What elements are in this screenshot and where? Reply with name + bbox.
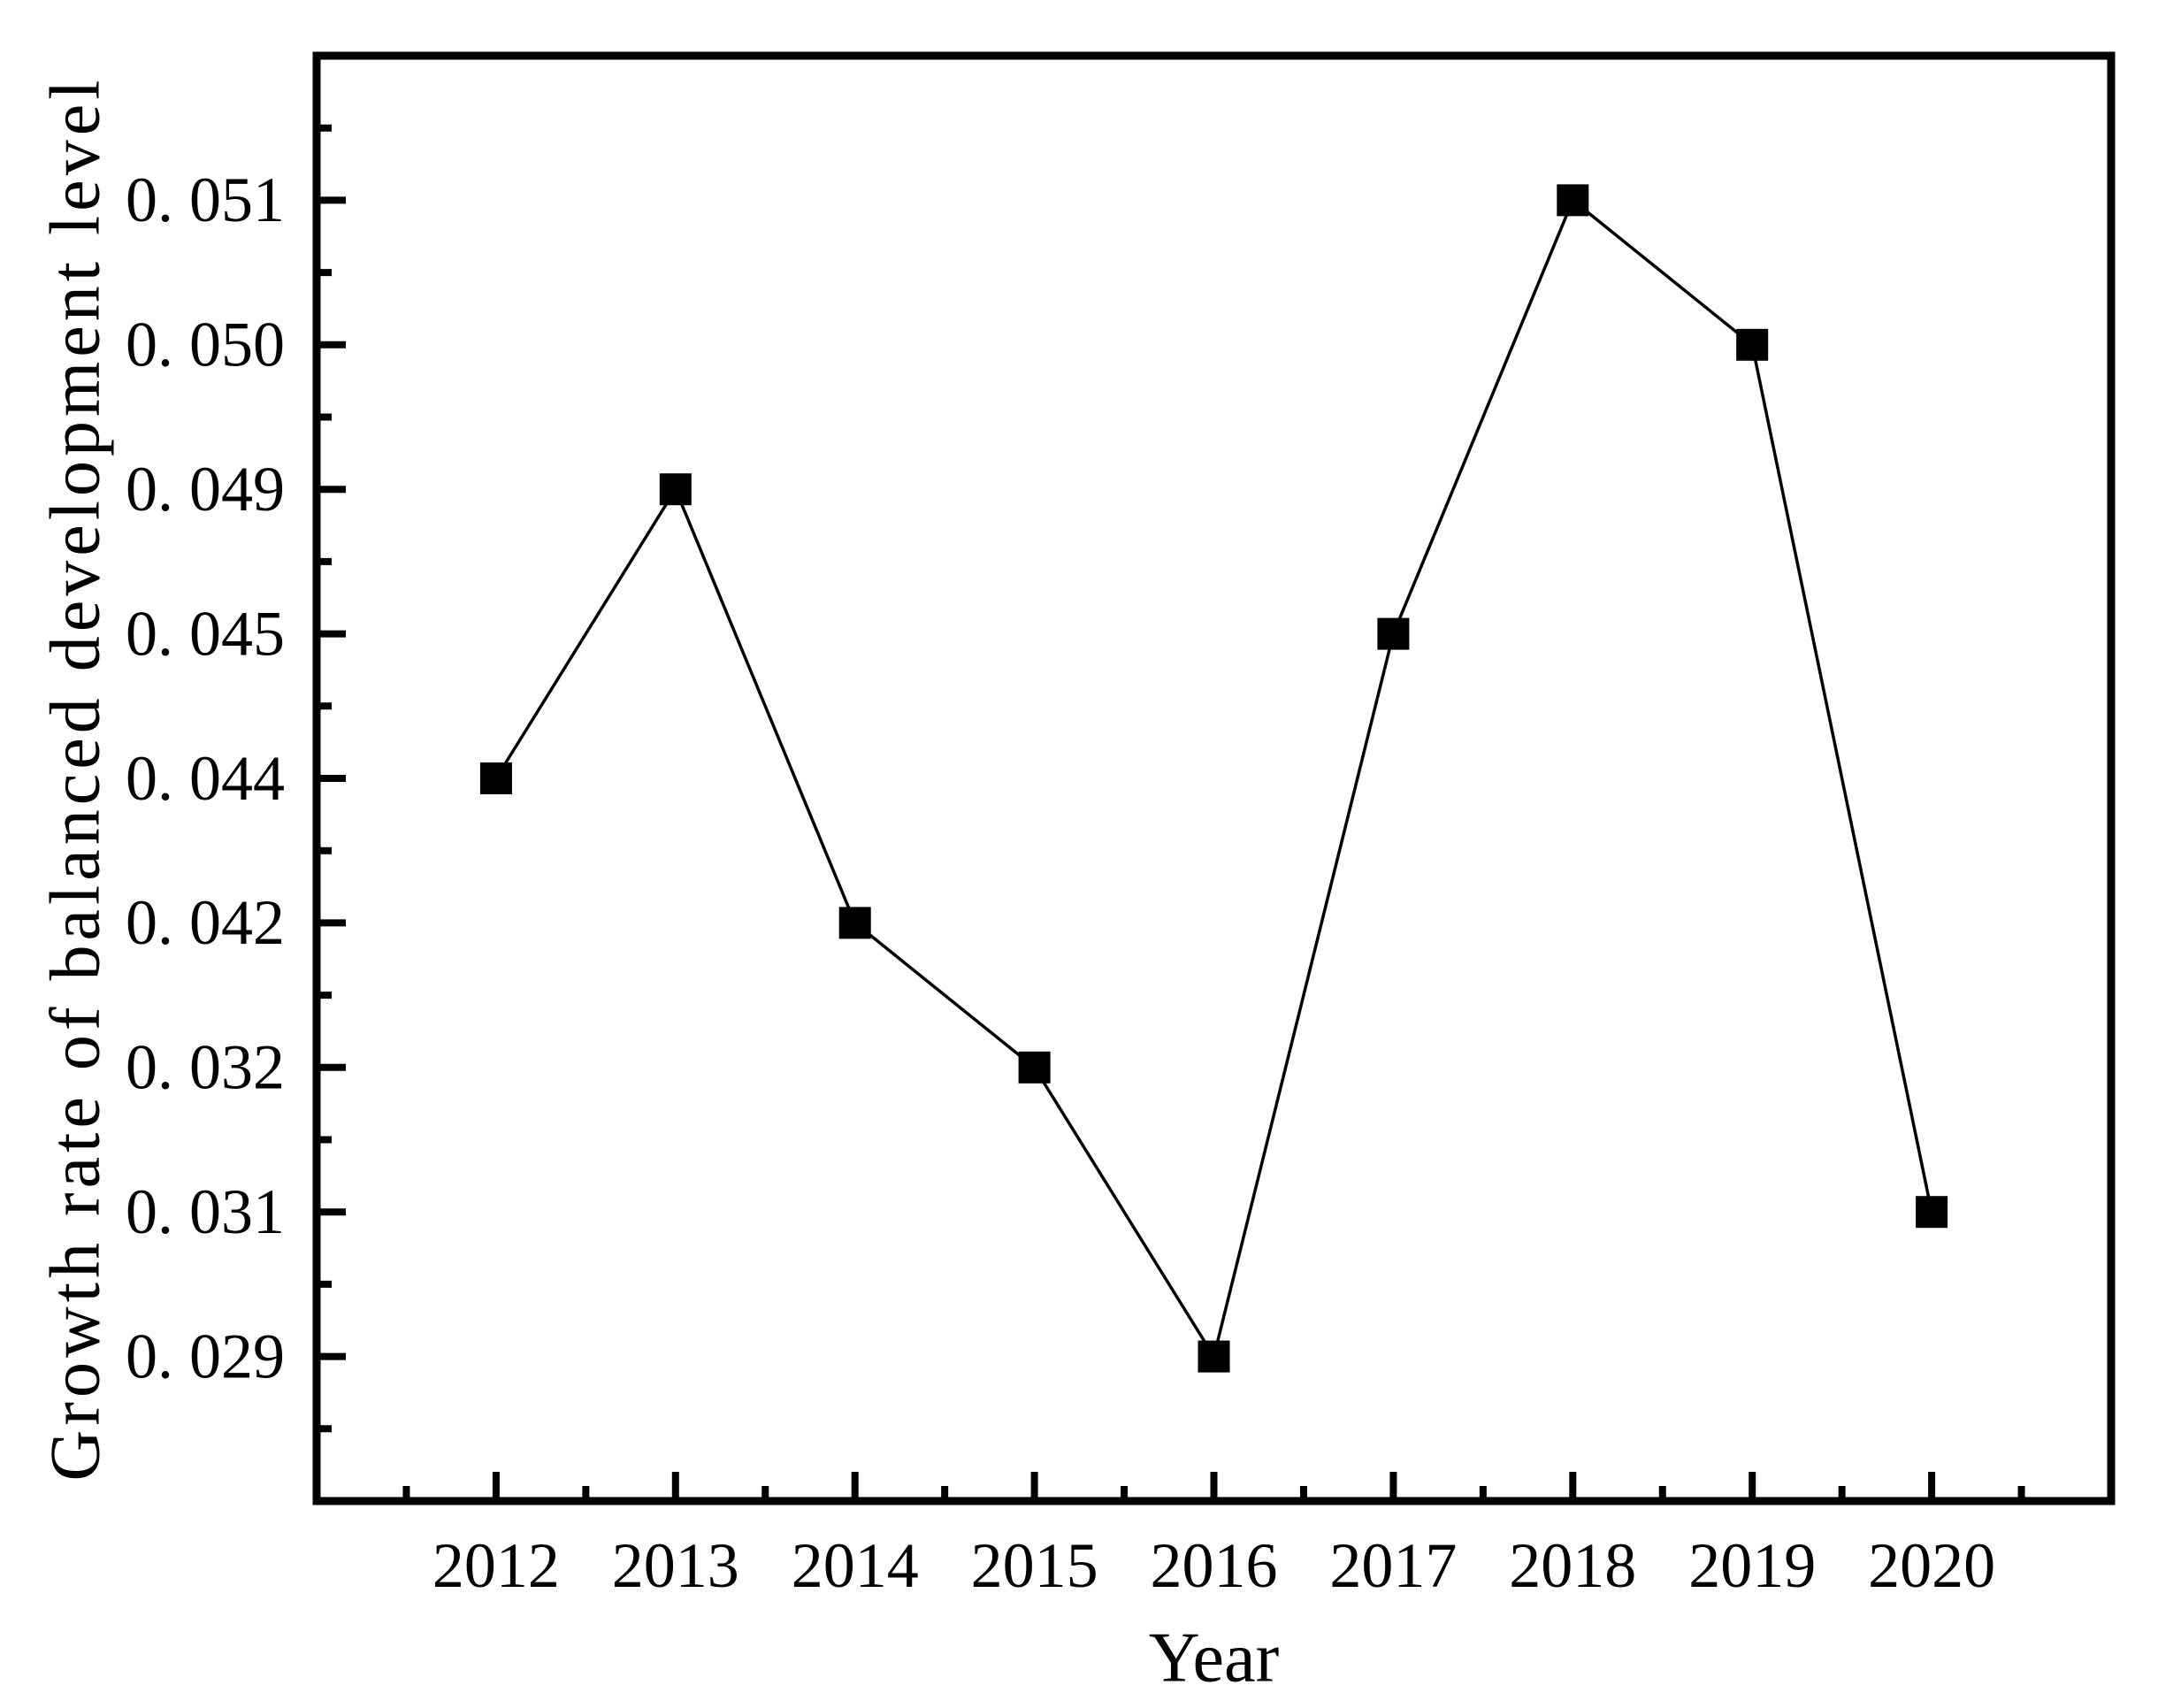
y-tick-label: 0. 051: [126, 165, 285, 235]
y-tick-label: 0. 029: [126, 1321, 285, 1391]
y-tick-label: 0. 031: [126, 1176, 285, 1247]
x-tick-label: 2013: [612, 1530, 739, 1601]
y-tick-label: 0. 050: [126, 310, 285, 380]
x-tick-label: 2014: [792, 1530, 919, 1601]
y-tick-label: 0. 042: [126, 887, 285, 958]
x-tick-label: 2017: [1329, 1530, 1457, 1601]
y-axis-title: Growth rate of balanced development leve…: [36, 76, 114, 1482]
x-tick-label: 2019: [1688, 1530, 1816, 1601]
data-point-marker: [1198, 1340, 1230, 1373]
data-point-marker: [838, 907, 871, 939]
data-line: [494, 197, 1933, 1361]
y-tick-label: 0. 049: [126, 454, 285, 525]
chart-generated-layer: 2012 2013 2014 2015 2016 2017 2018 2019 2020 0. 0…: [126, 51, 2116, 1601]
data-point-marker: [1736, 328, 1769, 361]
data-point-marker: [1557, 184, 1589, 217]
y-tick-label: 0. 044: [126, 743, 285, 814]
data-point-marker: [659, 473, 692, 506]
x-tick-label: 2020: [1868, 1530, 1995, 1601]
y-tick-label: 0. 045: [126, 598, 285, 669]
x-tick-label: 2018: [1509, 1530, 1636, 1601]
data-point-marker: [1018, 1051, 1051, 1084]
x-axis-title: Year: [1149, 1619, 1279, 1697]
x-tick-label: 2016: [1151, 1530, 1278, 1601]
data-point-marker: [1377, 617, 1410, 650]
x-tick-label: 2012: [432, 1530, 560, 1601]
y-tick-label: 0. 032: [126, 1032, 285, 1103]
data-point-marker: [479, 762, 512, 794]
x-tick-label: 2015: [971, 1530, 1098, 1601]
data-point-marker: [1916, 1196, 1948, 1229]
